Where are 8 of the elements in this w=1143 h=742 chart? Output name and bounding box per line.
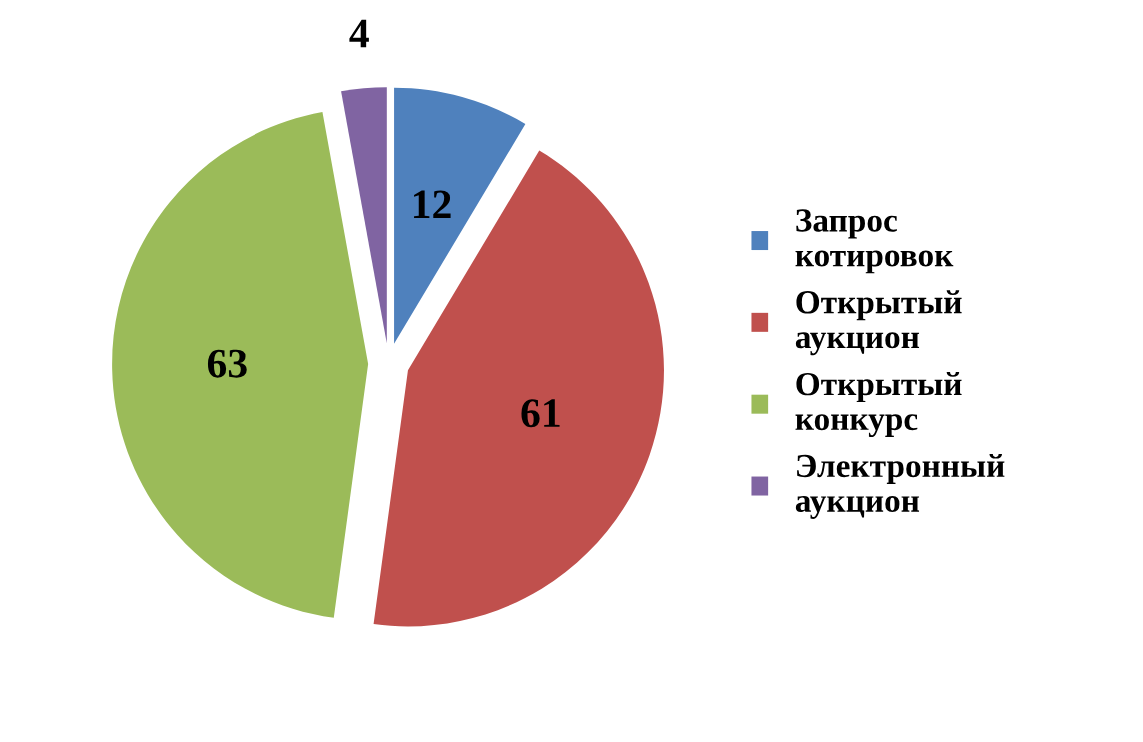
legend-label: Открытый аукцион — [795, 290, 962, 356]
legend-label: Открытый конкурс — [795, 372, 962, 438]
data-label: 4 — [349, 19, 369, 48]
data-label: 63 — [207, 349, 247, 378]
legend-label: Электронный аукцион — [795, 453, 1005, 519]
legend-label: Запрос котировок — [795, 209, 954, 274]
data-label: 12 — [414, 190, 451, 219]
data-label: 61 — [521, 399, 560, 428]
